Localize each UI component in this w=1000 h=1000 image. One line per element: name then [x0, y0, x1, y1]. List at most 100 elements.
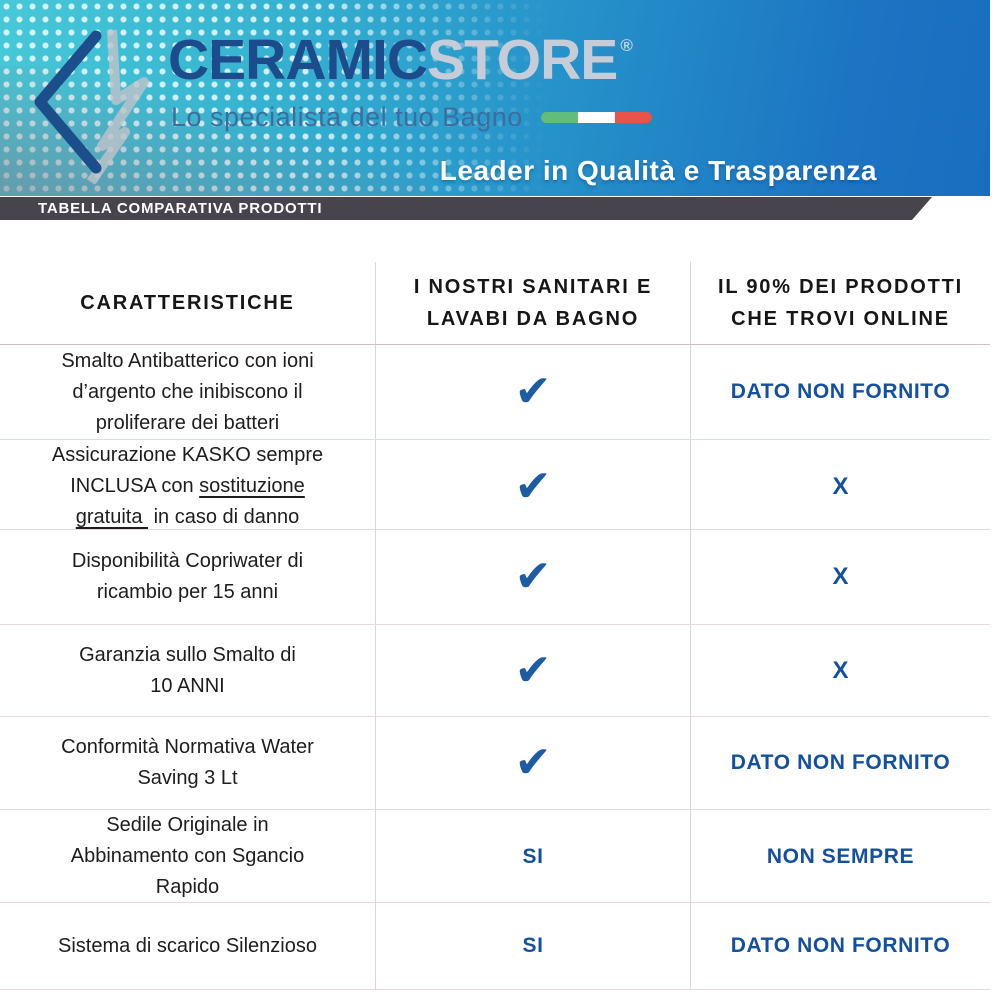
feature-text: d’argento che inibiscono il [72, 380, 303, 403]
online-product-value: DATO NON FORNITO [730, 380, 951, 403]
feature-text: Abbinamento con Sgancio [70, 845, 305, 867]
flag-white-stripe [577, 112, 615, 123]
underlined-text: gratuita [75, 506, 149, 528]
column-header: CARATTERISTICHE [0, 262, 375, 344]
online-product-cell: X [690, 440, 990, 533]
flag-red-stripe [614, 112, 652, 123]
feature-cell: Smalto Antibatterico con ioni d’argento c… [0, 345, 375, 439]
ceramicstore-logo-icon [34, 29, 149, 184]
brand-name-ceramic: CERAMIC [168, 28, 428, 92]
table-row: Sedile Originale in Abbinamento con Sganc… [0, 810, 990, 903]
check-icon: ✔ [514, 551, 552, 602]
online-product-cell: X [690, 530, 990, 624]
our-product-cell: ✔ [375, 440, 690, 533]
header-banner: CERAMICSTORE ® Lo specialista del tuo Bag… [0, 0, 990, 196]
our-product-cell: ✔ [375, 345, 690, 439]
check-icon: ✔ [514, 460, 552, 512]
column-header: I NOSTRI SANITARI E LAVABI DA BAGNO [375, 262, 690, 344]
our-product-cell: ✔ [375, 717, 690, 809]
feature-text: Rapido [155, 876, 220, 898]
online-product-cell: DATO NON FORNITO [690, 345, 990, 439]
our-product-cell: ✔ [375, 530, 690, 624]
feature-cell: Disponibilità Copriwater di ricambio per … [0, 530, 375, 624]
x-mark: X [832, 563, 849, 590]
feature-text: in caso di danno [148, 506, 300, 528]
ribbon-title: TABELLA COMPARATIVA PRODOTTI [38, 200, 323, 217]
table-row: Sistema di scarico Silenzioso SI DATO NON … [0, 903, 990, 990]
feature-text: Sedile Originale in [106, 814, 269, 836]
table-row: Conformità Normativa Water Saving 3 Lt ✔ DA… [0, 717, 990, 810]
feature-line: Abbinamento con Sgancio [71, 841, 305, 872]
feature-text: Assicurazione KASKO sempre [51, 444, 324, 466]
x-mark: X [832, 472, 849, 500]
feature-line: Garanzia sullo Smalto di [79, 640, 296, 671]
feature-text: proliferare dei batteri [95, 411, 280, 434]
column-header-line: CARATTERISTICHE [80, 292, 295, 314]
feature-line: d’argento che inibiscono il [72, 377, 302, 408]
online-product-value: DATO NON FORNITO [730, 934, 951, 957]
online-product-cell: DATO NON FORNITO [690, 903, 990, 989]
slogan: Leader in Qualità e Trasparenza [439, 155, 877, 186]
x-mark: X [832, 656, 849, 684]
feature-cell: Sedile Originale in Abbinamento con Sganc… [0, 810, 375, 903]
feature-text: Saving 3 Lt [137, 767, 238, 789]
column-header-line: LAVABI DA BAGNO [426, 308, 640, 330]
our-product-value: SI [522, 844, 544, 868]
online-product-value: DATO NON FORNITO [730, 751, 951, 774]
online-product-value: NON SEMPRE [766, 844, 915, 868]
section-ribbon: TABELLA COMPARATIVA PRODOTTI [0, 197, 932, 220]
feature-text: Disponibilità Copriwater di [71, 550, 304, 572]
feature-text: Garanzia sullo Smalto di [79, 643, 296, 666]
feature-cell: Conformità Normativa Water Saving 3 Lt [0, 717, 375, 809]
online-product-cell: DATO NON FORNITO [690, 717, 990, 809]
brand-tagline: Lo specialista del tuo Bagno [171, 102, 523, 132]
feature-text: INCLUSA con [70, 475, 200, 497]
feature-text: Conformità Normativa Water [61, 736, 314, 758]
italy-flag-icon [540, 112, 652, 123]
comparison-table: CARATTERISTICHE I NOSTRI SANITARI E LAVABI… [0, 262, 990, 990]
feature-text: Smalto Antibatterico con ioni [61, 349, 314, 372]
feature-line: Smalto Antibatterico con ioni [61, 346, 313, 377]
online-product-cell: X [690, 625, 990, 716]
feature-line: Assicurazione KASKO sempre [52, 440, 323, 471]
registered-trademark-icon: ® [620, 36, 633, 55]
online-product-cell: NON SEMPRE [690, 810, 990, 903]
feature-line: Rapido [156, 872, 219, 903]
table-row: Smalto Antibatterico con ioni d’argento c… [0, 345, 990, 440]
feature-text: ricambio per 15 anni [96, 581, 279, 603]
feature-line: Disponibilità Copriwater di [72, 546, 303, 577]
tagline-row: Lo specialista del tuo Bagno [171, 102, 652, 133]
column-header-line: IL 90% DEI PRODOTTI [718, 276, 963, 298]
feature-line: INCLUSA con sostituzione [70, 471, 305, 502]
check-icon: ✔ [514, 644, 552, 696]
flag-green-stripe [540, 112, 578, 123]
feature-cell: Garanzia sullo Smalto di 10 ANNI [0, 625, 375, 716]
feature-line: Conformità Normativa Water [61, 732, 314, 763]
feature-text: 10 ANNI [150, 674, 225, 697]
feature-line: Sistema di scarico Silenzioso [58, 931, 317, 962]
feature-line: Sedile Originale in [106, 810, 268, 841]
column-header-line: CHE TROVI ONLINE [731, 308, 950, 330]
table-row: Garanzia sullo Smalto di 10 ANNI ✔ X [0, 625, 990, 717]
brand-logo: CERAMICSTORE ® [168, 32, 633, 89]
column-header: IL 90% DEI PRODOTTI CHE TROVI ONLINE [690, 262, 990, 344]
our-product-cell: SI [375, 810, 690, 903]
our-product-cell: ✔ [375, 625, 690, 716]
feature-line: ricambio per 15 anni [97, 577, 278, 608]
underlined-text: sostituzione [199, 475, 305, 497]
check-icon: ✔ [514, 737, 552, 788]
table-row: Disponibilità Copriwater di ricambio per … [0, 530, 990, 625]
feature-line: proliferare dei batteri [96, 408, 279, 439]
our-product-value: SI [522, 934, 544, 957]
our-product-cell: SI [375, 903, 690, 989]
feature-text: Sistema di scarico Silenzioso [58, 934, 317, 957]
brand-name-store: STORE [427, 28, 618, 92]
feature-cell: Assicurazione KASKO sempre INCLUSA con so… [0, 440, 375, 533]
feature-line: gratuita in caso di danno [76, 502, 300, 533]
feature-cell: Sistema di scarico Silenzioso [0, 903, 375, 989]
feature-line: 10 ANNI [150, 671, 224, 702]
check-icon: ✔ [514, 366, 552, 417]
table-header-row: CARATTERISTICHE I NOSTRI SANITARI E LAVABI… [0, 262, 990, 345]
feature-line: Saving 3 Lt [137, 763, 237, 794]
